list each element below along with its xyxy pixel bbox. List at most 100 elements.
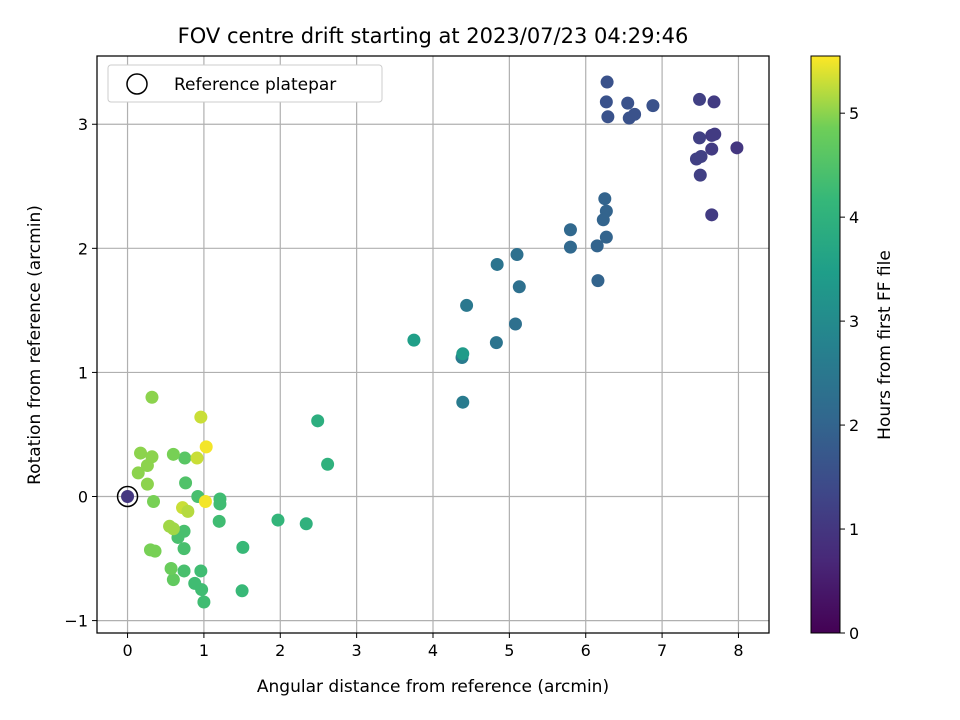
data-point — [134, 446, 148, 460]
colorbar-tick-label: 4 — [849, 208, 859, 227]
data-point — [600, 75, 614, 89]
data-point — [563, 223, 577, 237]
data-point — [271, 513, 285, 527]
data-point — [197, 595, 211, 609]
data-point — [596, 213, 610, 227]
colorbar-tick-label: 3 — [849, 312, 859, 331]
colorbar-label: Hours from first FF file — [875, 250, 895, 440]
data-point — [166, 447, 180, 461]
data-point — [145, 450, 159, 464]
data-point — [489, 336, 503, 350]
x-tick-label: 8 — [733, 641, 743, 660]
data-point — [195, 583, 209, 597]
data-point — [510, 248, 524, 262]
data-point — [693, 131, 707, 145]
data-point — [598, 192, 612, 206]
data-point — [166, 522, 180, 536]
data-point — [646, 99, 660, 113]
data-point — [194, 410, 208, 424]
data-point — [456, 347, 470, 361]
data-point — [490, 257, 504, 271]
data-point — [179, 476, 193, 490]
reference-platepar-marker — [116, 485, 139, 508]
data-point — [601, 110, 615, 124]
x-tick-label: 0 — [122, 641, 132, 660]
data-point — [628, 107, 642, 121]
x-tick-label: 6 — [581, 641, 591, 660]
data-point — [621, 96, 635, 110]
colorbar: 0 1 2 3 4 5 Hours from first FF file — [810, 55, 895, 643]
grid-lines — [97, 56, 769, 633]
x-tick-label: 5 — [504, 641, 514, 660]
legend-marker-icon — [126, 73, 148, 95]
data-point — [199, 440, 213, 454]
data-point — [512, 280, 526, 294]
data-point — [213, 497, 227, 511]
legend: Reference platepar — [107, 64, 383, 103]
data-point — [311, 414, 325, 428]
data-point — [177, 542, 191, 556]
data-point — [705, 208, 719, 222]
x-tick-label: 2 — [275, 641, 285, 660]
data-point — [190, 451, 204, 465]
x-tick-label: 1 — [199, 641, 209, 660]
colorbar-ticks: 0 1 2 3 4 5 — [840, 104, 859, 643]
data-point — [147, 494, 161, 508]
y-tick-label: −1 — [64, 612, 88, 631]
y-tick-label: 3 — [78, 115, 88, 134]
data-point — [177, 564, 191, 578]
data-point — [693, 168, 707, 182]
data-point — [166, 573, 180, 587]
data-point — [730, 141, 744, 155]
data-point — [590, 239, 604, 253]
reference-data-point — [121, 490, 135, 504]
data-point — [194, 564, 208, 578]
data-point — [145, 390, 159, 404]
y-axis-label: Rotation from reference (arcmin) — [25, 205, 45, 485]
data-point — [456, 395, 470, 409]
x-tick-label: 4 — [428, 641, 438, 660]
data-point — [131, 466, 145, 480]
data-point — [693, 92, 707, 106]
colorbar-tick-label: 2 — [849, 416, 859, 435]
data-point — [460, 298, 474, 312]
data-point — [140, 477, 154, 491]
data-point — [178, 451, 192, 465]
data-point — [508, 317, 522, 331]
data-point — [212, 514, 226, 528]
data-point — [707, 95, 721, 109]
x-tick-label: 3 — [352, 641, 362, 660]
data-point — [236, 540, 250, 554]
colorbar-tick-label: 0 — [849, 624, 859, 643]
x-axis-label: Angular distance from reference (arcmin) — [257, 677, 609, 697]
data-point — [164, 561, 178, 575]
data-point — [705, 142, 719, 156]
legend-box — [107, 64, 383, 103]
data-point — [694, 150, 708, 164]
data-point — [299, 517, 313, 531]
colorbar-gradient — [810, 55, 841, 634]
legend-entry-reference-platepar: Reference platepar — [174, 75, 336, 95]
y-tick-label: 0 — [78, 488, 88, 507]
y-tick-label: 2 — [78, 239, 88, 258]
reference-ring-marker — [116, 485, 139, 508]
data-point — [708, 127, 722, 141]
scatter-points — [131, 75, 744, 609]
chart-title: FOV centre drift starting at 2023/07/23 … — [178, 24, 689, 48]
x-tick-label: 7 — [657, 641, 667, 660]
data-point — [181, 504, 195, 518]
data-point — [591, 274, 605, 288]
y-tick-label: 1 — [78, 363, 88, 382]
colorbar-tick-label: 5 — [849, 104, 859, 123]
colorbar-tick-label: 1 — [849, 520, 859, 539]
data-point — [599, 230, 613, 244]
x-axis-ticks: 0 1 2 3 4 5 6 7 8 — [122, 633, 744, 660]
data-point — [407, 333, 421, 347]
data-point — [599, 95, 613, 109]
y-axis-ticks: −1 0 1 2 3 — [64, 115, 97, 631]
data-point — [148, 544, 162, 558]
data-point — [198, 494, 212, 508]
data-point — [563, 240, 577, 254]
data-point — [235, 584, 249, 598]
